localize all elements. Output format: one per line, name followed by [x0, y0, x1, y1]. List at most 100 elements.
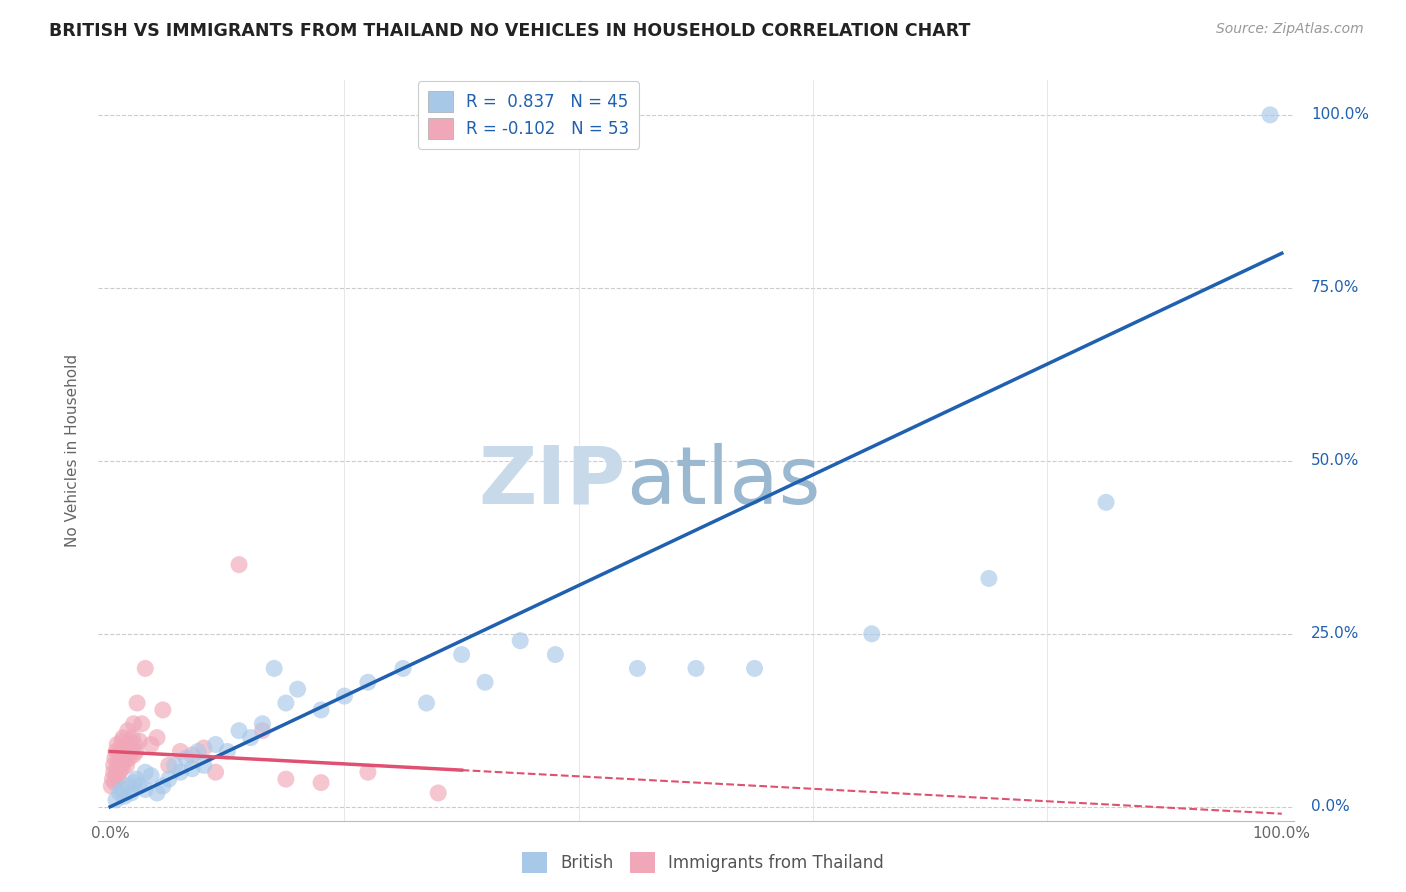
Point: [509, 633, 531, 648]
Point: [117, 741, 139, 756]
Point: [134, 765, 156, 780]
Point: [274, 772, 297, 786]
Text: 75.0%: 75.0%: [1312, 280, 1360, 295]
Point: [108, 747, 131, 762]
Point: [474, 675, 496, 690]
Point: [118, 751, 141, 765]
Point: [100, 779, 122, 793]
Point: [112, 731, 135, 745]
Text: ZIP: ZIP: [478, 442, 626, 521]
Point: [333, 689, 356, 703]
Point: [217, 744, 239, 758]
Text: 25.0%: 25.0%: [1312, 626, 1360, 641]
Point: [125, 744, 148, 758]
Point: [112, 751, 135, 765]
Point: [124, 738, 146, 752]
Point: [141, 738, 163, 752]
Point: [111, 734, 134, 748]
Point: [103, 765, 125, 780]
Point: [115, 758, 138, 772]
Point: [111, 762, 134, 776]
Point: [193, 741, 215, 756]
Point: [152, 703, 174, 717]
Point: [204, 765, 226, 780]
Point: [357, 765, 380, 780]
Point: [193, 758, 215, 772]
Point: [120, 734, 141, 748]
Point: [152, 779, 174, 793]
Point: [146, 786, 169, 800]
Point: [141, 769, 163, 783]
Point: [117, 779, 139, 793]
Point: [169, 765, 191, 780]
Point: [131, 716, 153, 731]
Legend: R =  0.837   N = 45, R = -0.102   N = 53: R = 0.837 N = 45, R = -0.102 N = 53: [418, 81, 640, 149]
Point: [104, 751, 127, 765]
Point: [309, 775, 332, 789]
Point: [1095, 495, 1118, 509]
Point: [252, 723, 274, 738]
Point: [146, 731, 169, 745]
Point: [169, 744, 191, 758]
Point: [127, 696, 149, 710]
Point: [125, 772, 148, 786]
Point: [101, 772, 124, 786]
Point: [110, 758, 132, 772]
Point: [263, 661, 285, 675]
Point: [105, 738, 128, 752]
Text: BRITISH VS IMMIGRANTS FROM THAILAND NO VEHICLES IN HOUSEHOLD CORRELATION CHART: BRITISH VS IMMIGRANTS FROM THAILAND NO V…: [49, 22, 970, 40]
Text: 0.0%: 0.0%: [1312, 799, 1350, 814]
Point: [544, 648, 567, 662]
Point: [112, 744, 135, 758]
Point: [107, 772, 129, 786]
Point: [128, 779, 150, 793]
Point: [105, 762, 128, 776]
Text: atlas: atlas: [626, 442, 820, 521]
Point: [357, 675, 380, 690]
Point: [204, 738, 226, 752]
Point: [252, 716, 274, 731]
Point: [110, 741, 132, 756]
Point: [450, 648, 472, 662]
Point: [228, 723, 250, 738]
Point: [121, 731, 143, 745]
Point: [122, 716, 145, 731]
Point: [274, 696, 297, 710]
Point: [744, 661, 766, 675]
Point: [108, 786, 131, 800]
Text: Source: ZipAtlas.com: Source: ZipAtlas.com: [1216, 22, 1364, 37]
Text: 50.0%: 50.0%: [1312, 453, 1360, 468]
Point: [117, 723, 139, 738]
Point: [134, 782, 156, 797]
Point: [860, 627, 883, 641]
Point: [105, 744, 128, 758]
Point: [114, 747, 136, 762]
Point: [104, 775, 127, 789]
Point: [977, 572, 1000, 586]
Point: [187, 744, 209, 758]
Point: [392, 661, 415, 675]
Point: [134, 661, 156, 675]
Point: [163, 758, 186, 772]
Point: [105, 793, 128, 807]
Point: [157, 772, 180, 786]
Point: [287, 682, 309, 697]
Point: [103, 758, 125, 772]
Point: [157, 758, 180, 772]
Point: [105, 769, 128, 783]
Point: [112, 789, 135, 804]
Point: [111, 782, 134, 797]
Point: [114, 738, 136, 752]
Point: [309, 703, 332, 717]
Point: [415, 696, 437, 710]
Point: [112, 755, 135, 769]
Point: [122, 747, 145, 762]
Point: [122, 775, 145, 789]
Point: [181, 747, 204, 762]
Point: [174, 751, 197, 765]
Point: [107, 755, 129, 769]
Point: [239, 731, 262, 745]
Point: [1258, 108, 1281, 122]
Point: [108, 765, 131, 780]
Point: [427, 786, 450, 800]
